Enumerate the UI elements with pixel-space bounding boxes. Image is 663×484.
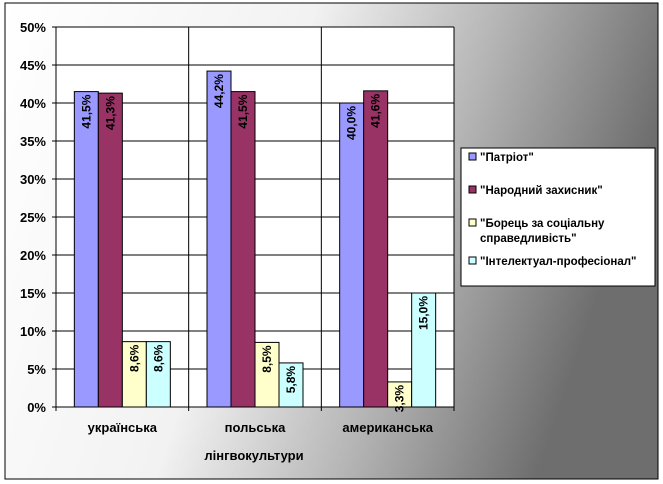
- data-label: 15,0%: [417, 296, 431, 330]
- legend-swatch: [468, 256, 477, 265]
- y-tick-label: 50%: [20, 20, 46, 35]
- data-label: 41,5%: [79, 94, 93, 128]
- legend-label: "Борець за соціальну: [480, 218, 605, 230]
- bar: [363, 90, 389, 408]
- data-label: 41,6%: [369, 94, 383, 128]
- x-tick-label: польська: [225, 420, 286, 435]
- y-tick-label: 30%: [20, 172, 46, 187]
- bar: [339, 102, 365, 408]
- bar: [411, 292, 437, 408]
- legend-label: "Патріот": [480, 152, 534, 164]
- data-label: 5,8%: [284, 366, 298, 394]
- y-tick-label: 25%: [20, 210, 46, 225]
- bar: [73, 91, 99, 408]
- legend-label: справедливість": [480, 233, 577, 245]
- data-label: 8,6%: [151, 344, 165, 372]
- x-axis-title: лінгвокультури: [204, 448, 303, 463]
- data-label: 44,2%: [212, 74, 226, 108]
- data-label: 8,5%: [260, 345, 274, 373]
- legend-swatch: [468, 218, 477, 227]
- data-label: 3,3%: [393, 385, 407, 413]
- x-tick-label: українська: [88, 420, 158, 435]
- y-tick-label: 45%: [20, 58, 46, 73]
- legend-label: "Народний захисник": [480, 185, 603, 197]
- bar: [97, 92, 123, 408]
- data-label: 41,3%: [103, 96, 117, 130]
- bar: [230, 91, 256, 408]
- y-tick-label: 10%: [20, 324, 46, 339]
- y-tick-label: 15%: [20, 286, 46, 301]
- legend-swatch: [468, 152, 477, 161]
- y-tick-label: 20%: [20, 248, 46, 263]
- bar: [206, 70, 232, 408]
- y-tick-label: 5%: [27, 362, 46, 377]
- data-label: 8,6%: [127, 344, 141, 372]
- legend-label: "Інтелектуал-професіонал": [480, 256, 637, 268]
- data-label: 41,5%: [236, 94, 250, 128]
- y-tick-label: 35%: [20, 134, 46, 149]
- x-tick-label: американська: [342, 420, 433, 435]
- bar: [278, 362, 304, 408]
- legend-swatch: [468, 185, 477, 194]
- y-tick-label: 0%: [27, 400, 46, 415]
- y-tick-label: 40%: [20, 96, 46, 111]
- data-label: 40,0%: [345, 106, 359, 140]
- legend-box: [460, 147, 656, 287]
